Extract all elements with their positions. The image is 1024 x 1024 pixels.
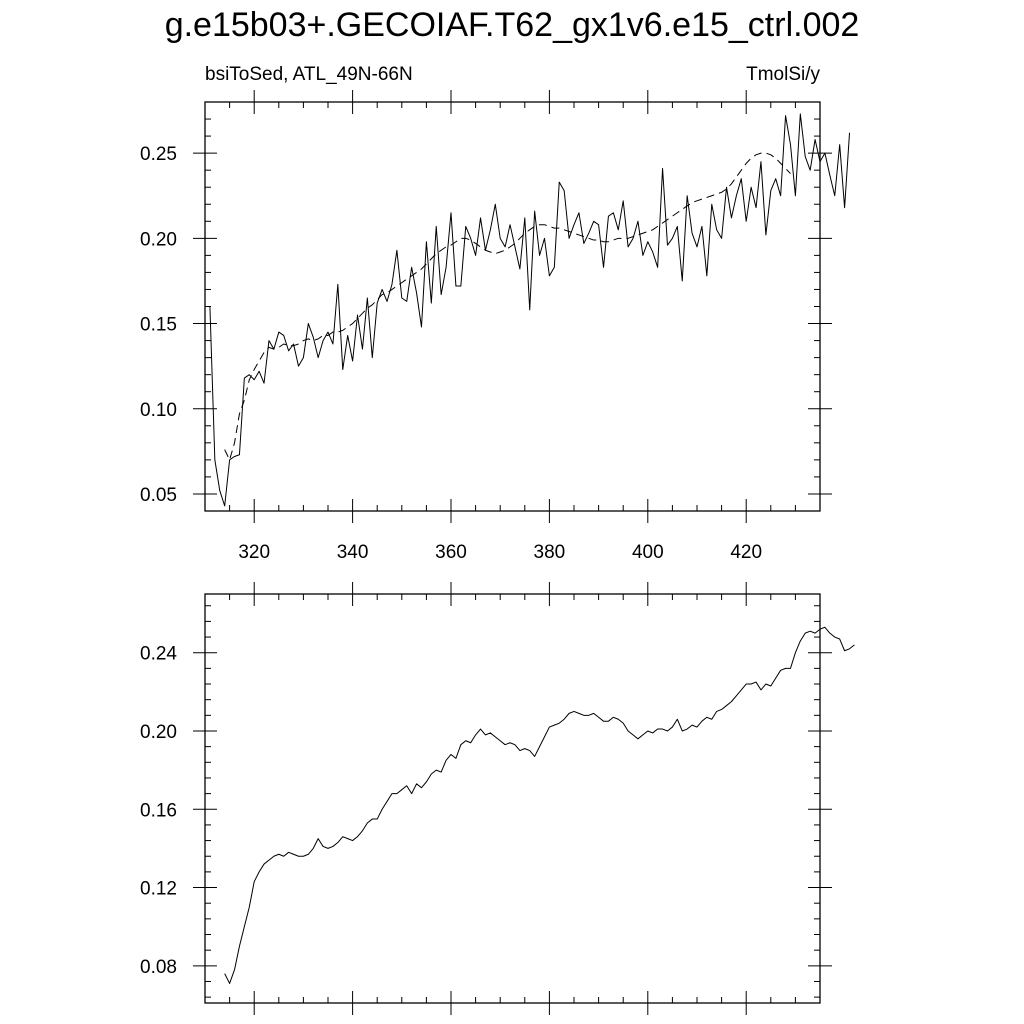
x-tick-label: 400 — [632, 542, 664, 563]
series-line — [224, 626, 855, 984]
y-tick-label: 0.25 — [140, 144, 177, 165]
units-label: TmolSi/y — [746, 64, 820, 85]
y-tick-label: 0.20 — [140, 722, 177, 743]
y-tick-label: 0.16 — [140, 800, 177, 821]
plot-frame — [204, 593, 821, 1004]
variable-region-label: bsiToSed, ATL_49N-66N — [205, 64, 413, 85]
series-line-smoothed — [224, 152, 791, 461]
page-title: g.e15b03+.GECOIAF.T62_gx1v6.e15_ctrl.002 — [164, 6, 860, 44]
top-panel: 320 340 360 380 400 420 0.05 0.10 0.15 0.20 0.25 — [140, 90, 851, 563]
y-tick-label: 0.12 — [140, 879, 177, 900]
x-tick-label: 320 — [238, 542, 270, 563]
x-tick-label: 380 — [534, 542, 566, 563]
y-tick-label: 0.15 — [140, 315, 177, 336]
bottom-panel: 0.08 0.12 0.16 0.20 0.24 — [140, 582, 855, 1015]
series-line — [209, 113, 851, 507]
y-tick-label: 0.10 — [140, 400, 177, 421]
x-tick-label: 360 — [435, 542, 467, 563]
x-tick-label: 340 — [337, 542, 369, 563]
y-tick-label: 0.24 — [140, 644, 177, 665]
y-tick-label: 0.05 — [140, 485, 177, 506]
plot-frame — [204, 101, 821, 512]
y-tick-label: 0.08 — [140, 957, 177, 978]
x-tick-label: 420 — [730, 542, 762, 563]
y-tick-label: 0.20 — [140, 229, 177, 250]
